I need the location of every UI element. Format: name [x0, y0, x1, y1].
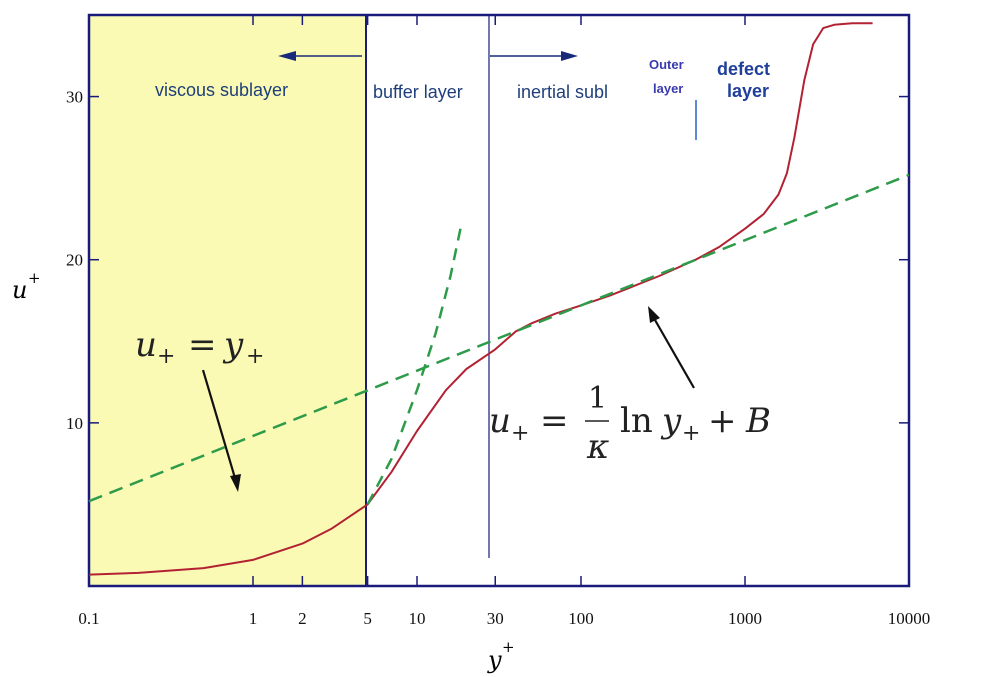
- axis-ticks: [88, 15, 910, 586]
- svg-text:u: u: [12, 276, 27, 304]
- log-law-dashed-line: [88, 173, 910, 503]
- log-law-arrow: [648, 306, 695, 389]
- outer-layer-label-line1: Outer: [649, 57, 684, 72]
- svg-text:+: +: [28, 269, 41, 287]
- inertial-arrow: [490, 51, 578, 61]
- svg-text:+: +: [157, 344, 175, 369]
- defect-layer-label-line2: layer: [727, 81, 769, 101]
- svg-text:κ: κ: [586, 427, 609, 467]
- svg-text:+: +: [502, 638, 515, 656]
- viscous-sublayer-region: [89, 15, 366, 586]
- viscous-arrow: [278, 51, 362, 61]
- svg-text:u: u: [489, 401, 511, 441]
- defect-layer-label-line1: defect: [717, 59, 770, 79]
- log-law-equation: u + = 1 κ ln y + + B: [489, 381, 771, 467]
- svg-text:+: +: [511, 421, 529, 446]
- viscous-sublayer-label: viscous sublayer: [155, 80, 288, 100]
- x-axis-label: y +: [487, 638, 515, 674]
- x-tick-label: 5: [363, 609, 372, 628]
- linear-law-equation: u + = y +: [135, 325, 264, 369]
- x-tick-label: 2: [298, 609, 307, 628]
- velocity-profile-curve: [88, 22, 873, 576]
- y-tick-label: 10: [66, 414, 83, 433]
- series-group: [88, 22, 910, 576]
- svg-text:B: B: [745, 401, 771, 441]
- svg-text:1: 1: [588, 381, 607, 416]
- y-tick-label: 30: [66, 88, 83, 107]
- svg-text:+: +: [246, 344, 264, 369]
- y-tick-label: 20: [66, 251, 83, 270]
- svg-text:=: =: [540, 401, 569, 441]
- linear-law-dashed-line: [366, 226, 463, 505]
- svg-text:+: +: [682, 421, 700, 446]
- svg-text:ln: ln: [620, 401, 653, 441]
- x-tick-label: 0.1: [78, 609, 99, 628]
- svg-text:+: +: [708, 401, 737, 441]
- plot-frame: [87, 13, 911, 588]
- svg-text:=: =: [188, 325, 217, 365]
- outer-layer-label-line2: layer: [653, 81, 683, 96]
- x-tick-label: 10: [409, 609, 426, 628]
- y-tick-labels: 10 20 30: [66, 88, 83, 433]
- buffer-layer-label: buffer layer: [373, 82, 463, 102]
- x-tick-label: 100: [568, 609, 594, 628]
- svg-text:y: y: [487, 646, 502, 674]
- svg-text:u: u: [135, 325, 157, 365]
- svg-text:y: y: [222, 325, 244, 365]
- x-tick-labels: 0.1 1 2 5 10 30 100 1000 10000: [78, 609, 930, 628]
- x-tick-label: 10000: [888, 609, 931, 628]
- inertial-sublayer-label: inertial subl: [517, 82, 608, 102]
- linear-law-arrow: [201, 369, 241, 492]
- y-axis-label: u +: [12, 269, 41, 304]
- x-tick-label: 1: [249, 609, 258, 628]
- svg-text:y: y: [660, 401, 682, 441]
- x-tick-label: 30: [487, 609, 504, 628]
- x-tick-label: 1000: [728, 609, 762, 628]
